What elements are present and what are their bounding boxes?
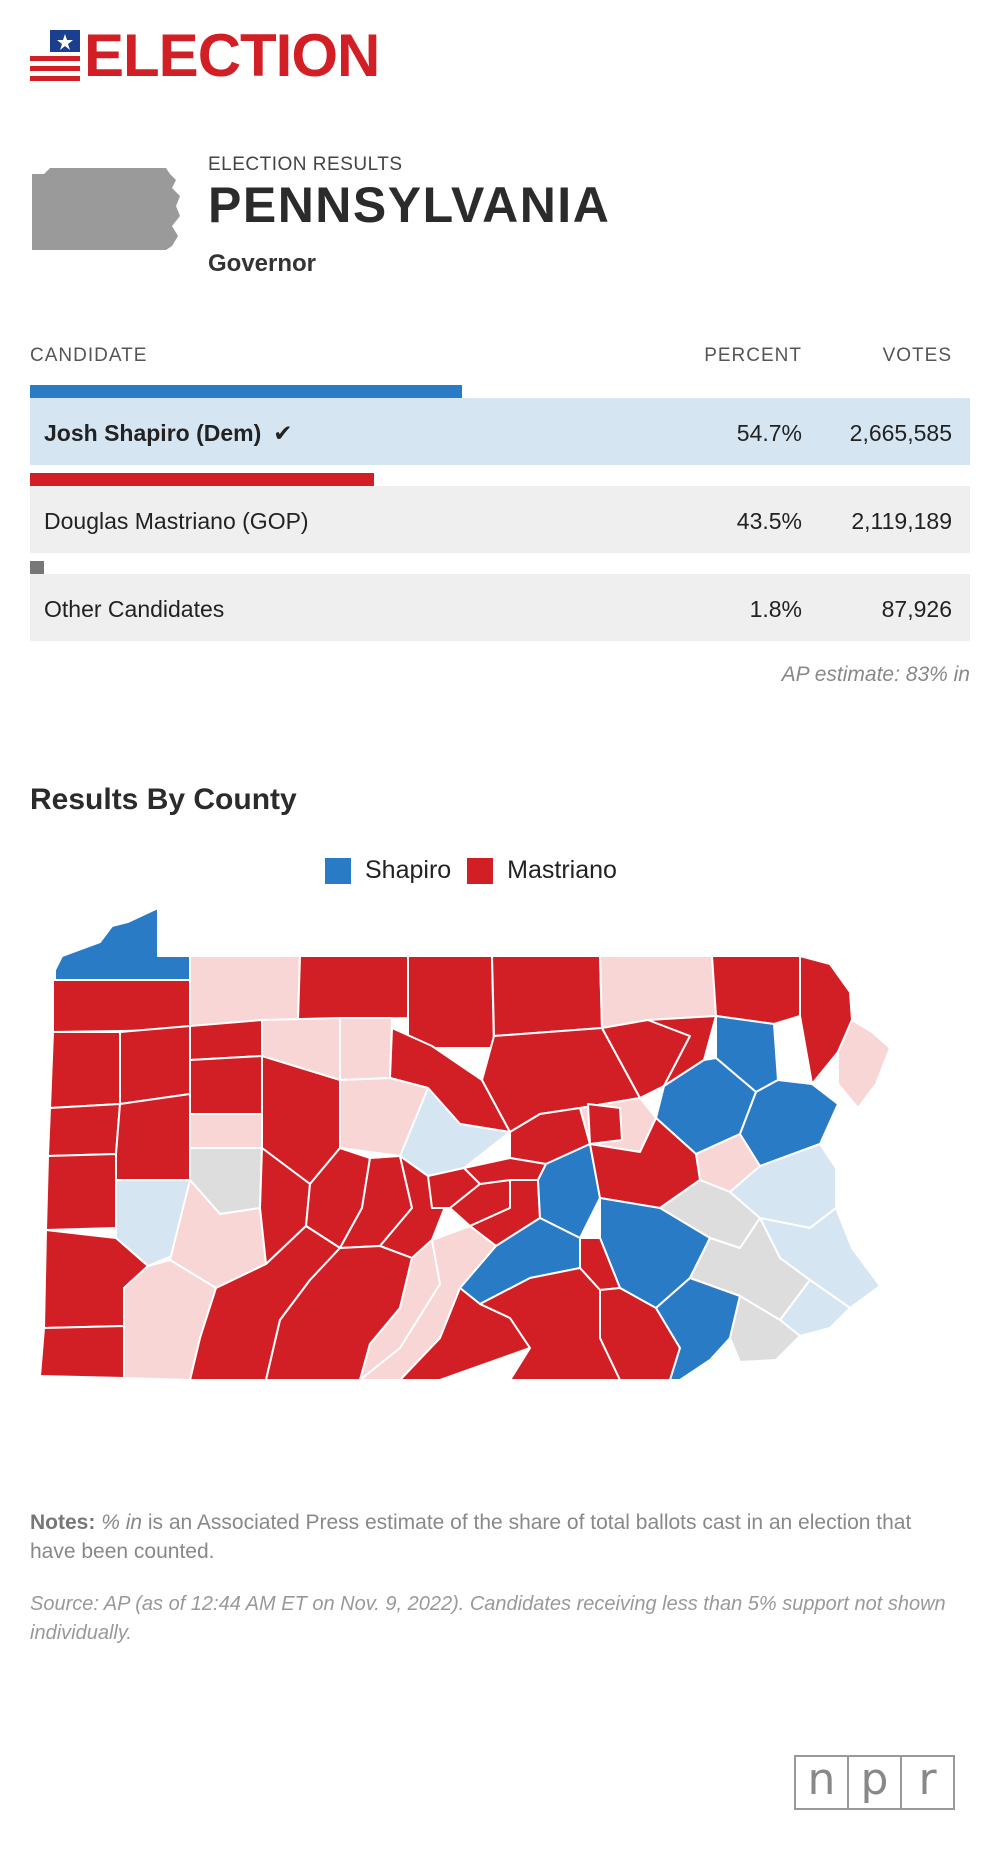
election-logo: 2022 ELECTION — [30, 22, 380, 89]
eyebrow-label: ELECTION RESULTS — [208, 154, 403, 175]
county-tioga[interactable] — [491, 955, 603, 1037]
candidate-votes: 2,665,585 — [849, 420, 952, 446]
map-section-title: Results By County — [30, 783, 297, 816]
winner-check-icon: ✔ — [273, 420, 293, 446]
flag-icon: 2022 — [30, 30, 80, 82]
vote-share-bar — [30, 473, 374, 486]
county-mercer[interactable] — [49, 1031, 121, 1109]
county-clarion[interactable] — [189, 1055, 263, 1115]
county-mckean[interactable] — [297, 955, 409, 1021]
county-cameron[interactable] — [339, 1017, 393, 1081]
county-monroe[interactable] — [739, 1079, 839, 1167]
county-philadelphia[interactable] — [779, 1279, 851, 1337]
npr-letter-n: n — [794, 1755, 849, 1810]
county-crawford[interactable] — [52, 979, 191, 1033]
candidate-percent: 1.8% — [749, 596, 802, 622]
vote-share-bar — [30, 561, 45, 574]
legend-item-mastriano: Mastriano — [467, 856, 617, 885]
column-header-candidate: CANDIDATE — [30, 345, 148, 366]
county-jefferson[interactable] — [189, 1113, 263, 1149]
results-table: CANDIDATE PERCENT VOTES Josh Shapiro (De… — [30, 345, 970, 641]
source-text: Source: AP (as of 12:44 AM ET on Nov. 9,… — [30, 1593, 946, 1644]
notes-text: Notes: % in is an Associated Press estim… — [30, 1511, 912, 1563]
pennsylvania-outline-icon — [32, 168, 180, 250]
npr-logo[interactable]: n p r — [794, 1755, 955, 1810]
county-forest[interactable] — [189, 1019, 263, 1061]
county-greene[interactable] — [40, 1325, 125, 1379]
county-allegheny[interactable] — [115, 1179, 191, 1267]
column-header-votes: VOTES — [882, 345, 952, 366]
legend-swatch — [467, 857, 494, 884]
county-beaver[interactable] — [45, 1153, 117, 1231]
npr-letter-p: p — [847, 1755, 902, 1810]
table-header: CANDIDATE PERCENT VOTES — [30, 345, 970, 385]
county-butler[interactable] — [115, 1093, 191, 1181]
county-chester[interactable] — [655, 1277, 741, 1381]
candidate-name: Josh Shapiro (Dem) ✔ — [44, 420, 293, 446]
candidate-votes: 2,119,189 — [851, 508, 952, 534]
county-potter[interactable] — [407, 955, 495, 1049]
candidate-percent: 43.5% — [736, 508, 802, 534]
county-venango[interactable] — [119, 1025, 191, 1105]
race-name: Governor — [208, 250, 317, 277]
legend-label: Shapiro — [365, 856, 452, 884]
npr-letter-r: r — [900, 1755, 955, 1810]
legend-item-shapiro: Shapiro — [325, 856, 451, 885]
vote-share-bar — [30, 385, 463, 398]
candidate-votes: 87,926 — [881, 596, 952, 622]
county-pike[interactable] — [837, 1019, 891, 1109]
county-delaware[interactable] — [729, 1295, 801, 1363]
county-results-map — [40, 908, 891, 1381]
county-lawrence[interactable] — [47, 1103, 121, 1157]
legend-swatch — [325, 857, 351, 884]
page-title: PENNSYLVANIA — [208, 177, 611, 233]
map-legend: Shapiro Mastriano — [325, 856, 633, 885]
candidate-name: Douglas Mastriano (GOP) — [44, 508, 309, 534]
column-header-percent: PERCENT — [704, 345, 802, 366]
county-erie[interactable] — [54, 908, 193, 981]
reporting-estimate: AP estimate: 83% in — [781, 663, 970, 686]
legend-label: Mastriano — [507, 856, 617, 884]
county-montour[interactable] — [587, 1103, 623, 1145]
candidate-percent: 54.7% — [736, 420, 802, 446]
county-susquehanna[interactable] — [711, 955, 801, 1025]
candidate-name: Other Candidates — [44, 596, 225, 622]
logo-wordmark: ELECTION — [84, 22, 380, 89]
